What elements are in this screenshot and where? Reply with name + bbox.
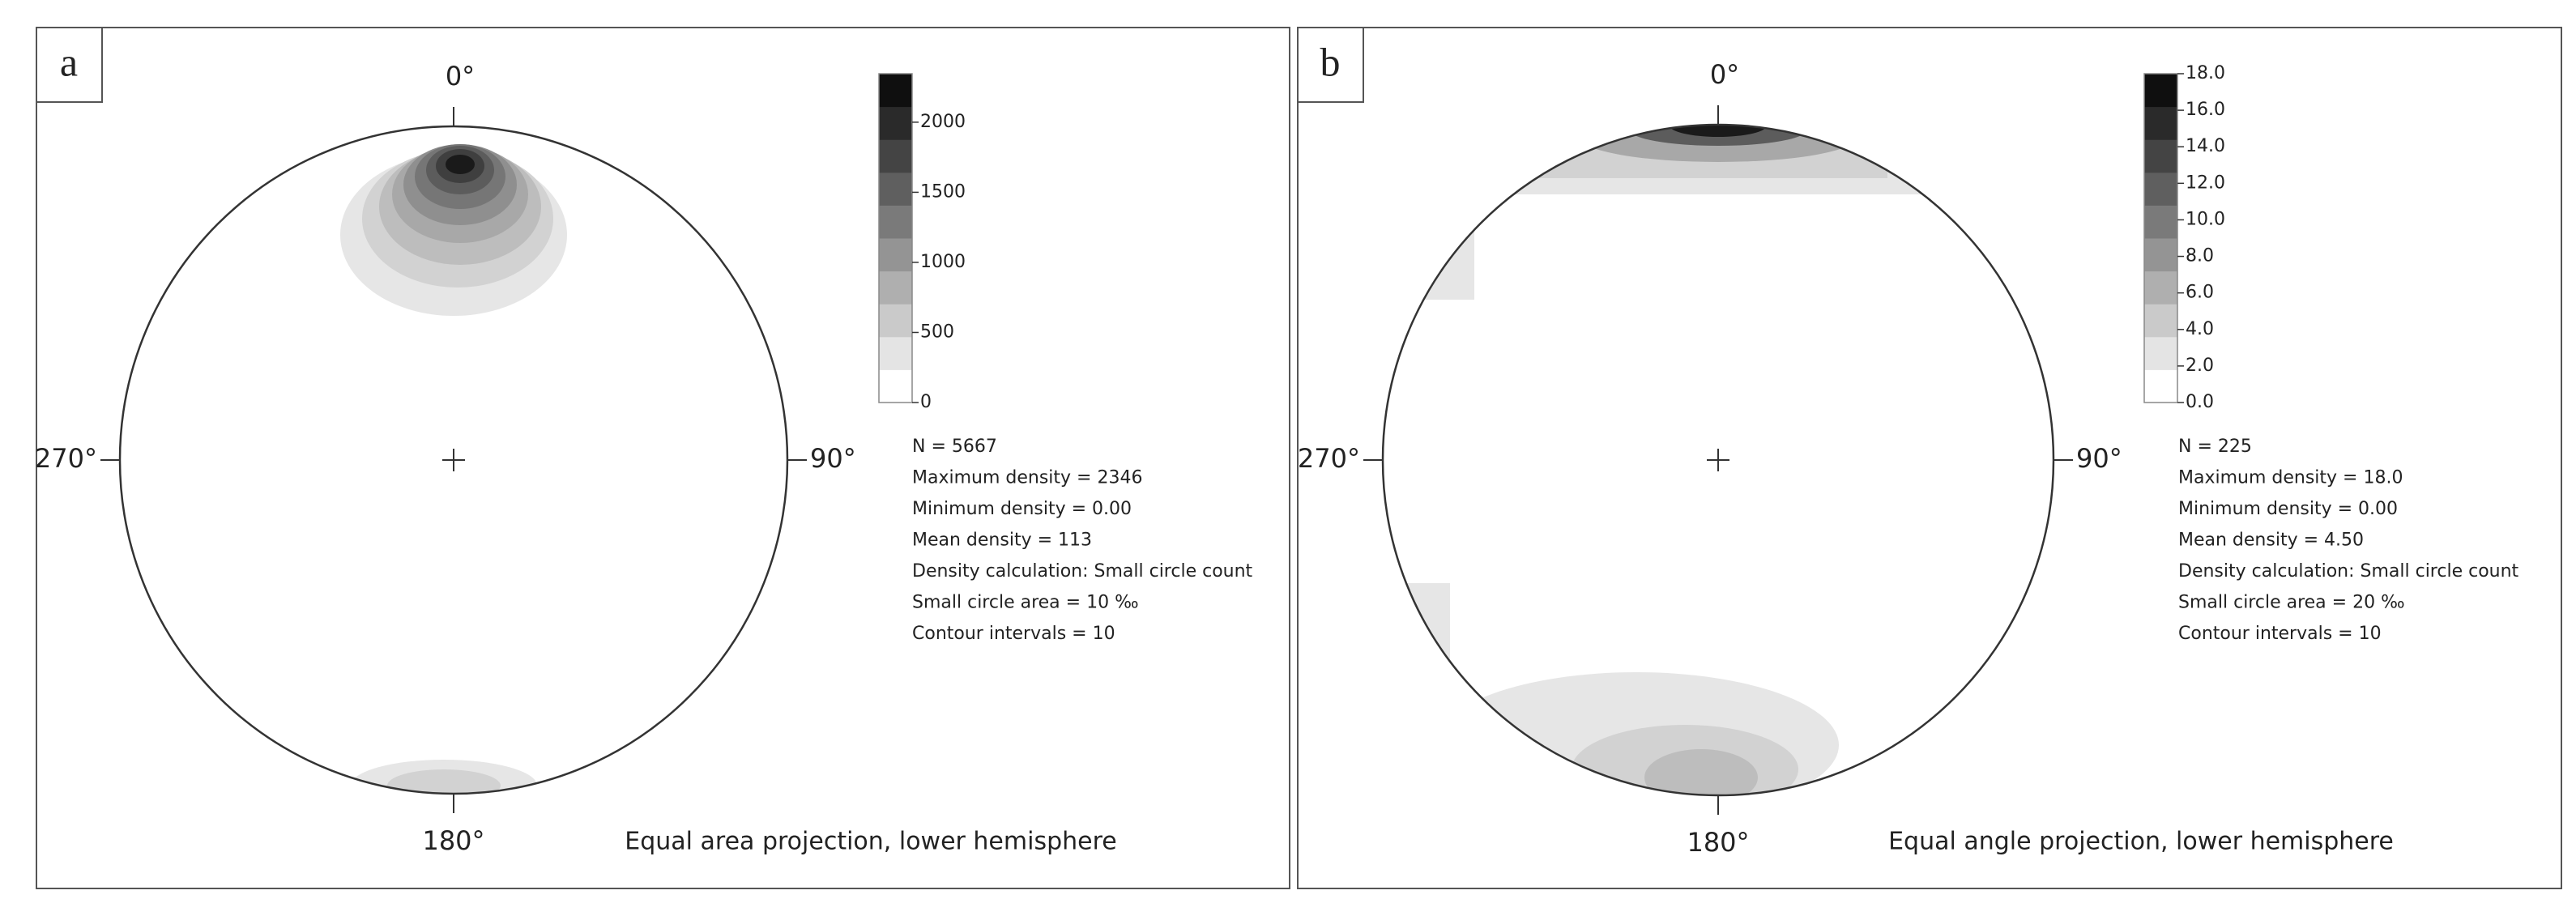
- colorbar-band: [2144, 304, 2177, 338]
- statistic: N = 225: [2178, 437, 2252, 457]
- colorbar-band: [2144, 74, 2177, 108]
- statistic: Density calculation: Small circle count: [912, 561, 1253, 582]
- colorbar-band: [879, 238, 912, 272]
- statistic: Mean density = 113: [912, 530, 1092, 551]
- statistic: Maximum density = 18.0: [2178, 468, 2403, 488]
- direction-label: 90°: [2076, 443, 2122, 474]
- density-contours: [1383, 125, 2054, 795]
- projection-label: Equal angle projection, lower hemisphere: [1888, 828, 2394, 856]
- panel-label-box: [36, 27, 103, 103]
- panel-label: b: [1320, 39, 1341, 84]
- colorbar-tick-label: 1500: [920, 181, 966, 202]
- direction-label: 180°: [422, 825, 484, 856]
- colorbar-tick-label: 4.0: [2186, 319, 2214, 339]
- colorbar-tick-label: 10.0: [2186, 209, 2225, 229]
- colorbar-band: [879, 369, 912, 403]
- statistic: Mean density = 4.50: [2178, 530, 2364, 551]
- colorbar-frame: [2143, 73, 2178, 403]
- panel-frame: [36, 27, 1290, 889]
- statistic: Minimum density = 0.00: [912, 499, 1132, 519]
- colorbar-band: [879, 139, 912, 173]
- direction-label: 0°: [446, 61, 475, 92]
- colorbar-tick-label: 2.0: [2186, 356, 2214, 376]
- colorbar-band: [879, 336, 912, 370]
- colorbar-tick-label: 12.0: [2186, 173, 2225, 193]
- direction-label: 180°: [1687, 827, 1749, 858]
- panel-label: a: [60, 39, 78, 84]
- colorbar-band: [2144, 205, 2177, 239]
- colorbar-tick-label: 18.0: [2186, 63, 2225, 83]
- colorbar-band: [879, 172, 912, 206]
- colorbar-band: [2144, 238, 2177, 272]
- direction-label: 90°: [810, 443, 856, 474]
- colorbar-band: [2144, 271, 2177, 305]
- statistic: Small circle area = 10 ‰: [912, 593, 1139, 613]
- statistic: Small circle area = 20 ‰: [2178, 593, 2405, 613]
- direction-label: 0°: [1710, 59, 1739, 90]
- colorbar-band: [2144, 172, 2177, 206]
- colorbar-tick-label: 6.0: [2186, 283, 2214, 303]
- density-contours: [340, 144, 567, 794]
- colorbar-band: [879, 205, 912, 239]
- statistic: Maximum density = 2346: [912, 468, 1142, 488]
- colorbar-band: [2144, 336, 2177, 370]
- colorbar-band: [2144, 106, 2177, 140]
- colorbar-band: [2144, 139, 2177, 173]
- direction-label: 270°: [35, 443, 97, 474]
- colorbar-frame: [878, 73, 913, 403]
- statistic: Minimum density = 0.00: [2178, 499, 2398, 519]
- colorbar-band: [879, 304, 912, 338]
- colorbar-tick-label: 0.0: [2186, 392, 2214, 412]
- colorbar-tick-label: 2000: [920, 112, 966, 132]
- statistic: Contour intervals = 10: [912, 624, 1115, 644]
- statistic: Density calculation: Small circle count: [2178, 561, 2519, 582]
- statistic: Contour intervals = 10: [2178, 624, 2382, 644]
- panel-label-box: [1297, 27, 1364, 103]
- colorbar-tick-label: 8.0: [2186, 246, 2214, 266]
- colorbar-band: [879, 271, 912, 305]
- colorbar-tick-label: 500: [920, 322, 954, 342]
- colorbar-band: [879, 106, 912, 140]
- colorbar-tick-label: 16.0: [2186, 100, 2225, 120]
- colorbar-band: [879, 74, 912, 108]
- colorbar-tick-label: 0: [920, 392, 932, 412]
- statistic: N = 5667: [912, 437, 997, 457]
- direction-label: 270°: [1298, 443, 1360, 474]
- colorbar-band: [2144, 369, 2177, 403]
- colorbar-tick-label: 1000: [920, 252, 966, 272]
- projection-label: Equal area projection, lower hemisphere: [625, 828, 1116, 856]
- colorbar-tick-label: 14.0: [2186, 136, 2225, 156]
- panel-frame: [1297, 27, 2562, 889]
